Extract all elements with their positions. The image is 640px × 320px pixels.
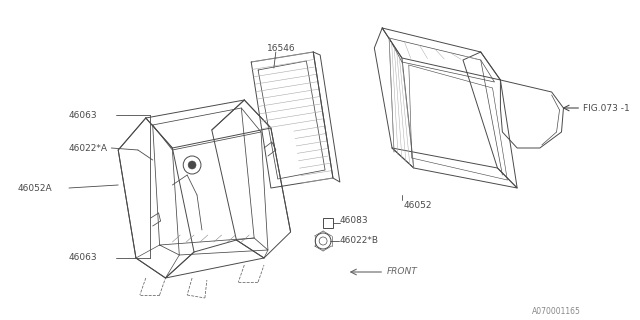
Text: 16546: 16546 [267, 44, 296, 52]
Text: A070001165: A070001165 [532, 308, 581, 316]
Text: 46022*A: 46022*A [69, 143, 108, 153]
Bar [323, 218, 333, 228]
Text: FRONT: FRONT [387, 268, 418, 276]
Circle shape [188, 161, 196, 169]
Text: 46063: 46063 [69, 110, 97, 119]
Text: 46022*B: 46022*B [340, 236, 379, 244]
Text: 46083: 46083 [340, 215, 369, 225]
Text: FIG.073 -1: FIG.073 -1 [583, 103, 630, 113]
Text: 46052: 46052 [404, 201, 433, 210]
Text: 46063: 46063 [69, 253, 97, 262]
Text: 46052A: 46052A [18, 183, 52, 193]
